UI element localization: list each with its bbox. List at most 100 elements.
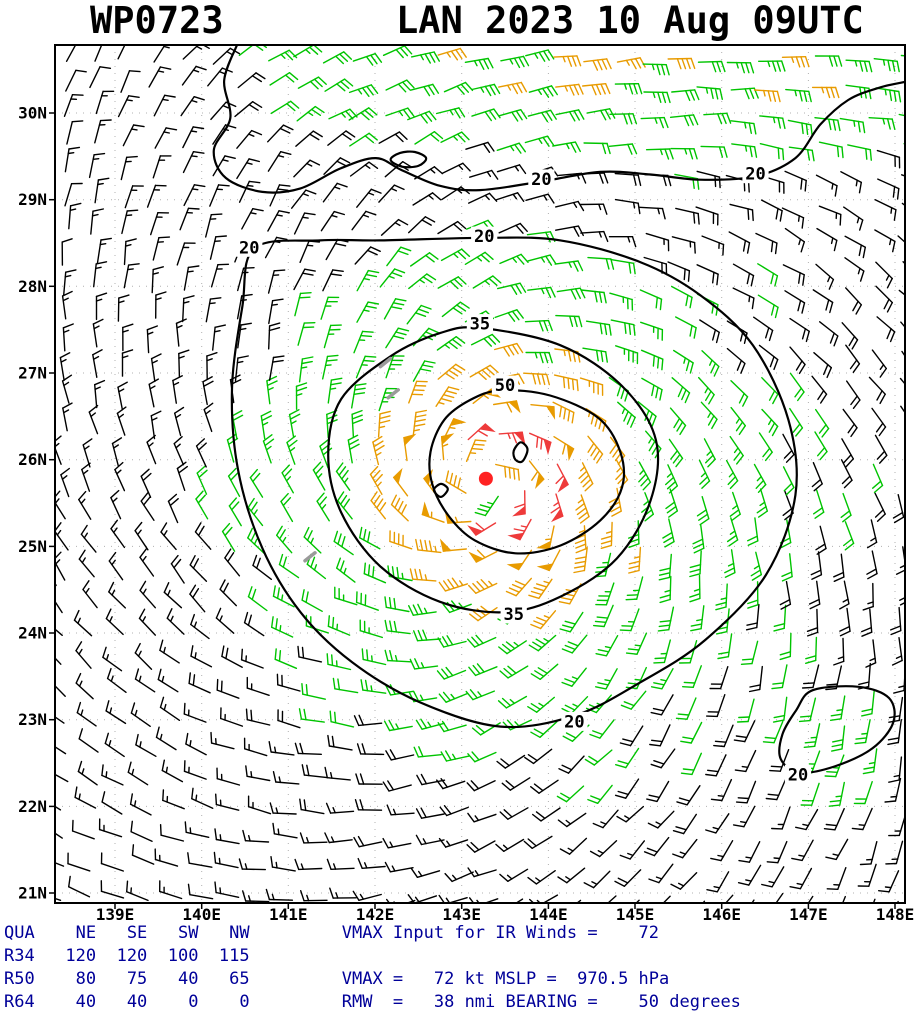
wind-barb bbox=[497, 695, 528, 709]
wind-barb bbox=[123, 238, 137, 266]
wind-barb bbox=[442, 417, 467, 441]
wind-barb bbox=[240, 648, 264, 669]
wind-barb bbox=[151, 266, 164, 294]
wind-barb bbox=[436, 778, 466, 790]
wind-barb bbox=[182, 151, 205, 174]
wind-barb bbox=[267, 269, 286, 294]
wind-barb bbox=[729, 203, 754, 222]
wind-barb bbox=[757, 294, 779, 319]
wind-barb bbox=[351, 383, 367, 409]
wind-barb bbox=[108, 551, 124, 581]
wind-barb bbox=[392, 467, 409, 497]
wind-barb bbox=[210, 731, 235, 750]
wind-barb bbox=[215, 607, 235, 634]
wind-barb bbox=[810, 551, 823, 580]
wind-barb bbox=[530, 610, 557, 630]
wind-barb bbox=[610, 258, 636, 275]
wind-barb bbox=[466, 780, 496, 792]
wind-barb bbox=[327, 377, 343, 404]
wind-barb bbox=[384, 649, 412, 663]
wind-barb bbox=[499, 868, 529, 882]
wind-barb bbox=[444, 871, 474, 883]
wind-barb bbox=[438, 837, 469, 848]
wind-barb bbox=[614, 172, 642, 187]
wind-barb bbox=[815, 408, 830, 438]
wind-barb bbox=[88, 404, 99, 435]
wind-barb bbox=[152, 155, 172, 179]
wind-barb bbox=[68, 875, 91, 898]
isotach-label: 20 bbox=[474, 227, 494, 247]
wind-barb bbox=[888, 813, 905, 837]
wind-barb bbox=[195, 490, 209, 520]
lon-tick-label: 139E bbox=[96, 905, 135, 924]
wind-barb bbox=[150, 353, 162, 383]
wind-barb bbox=[493, 400, 521, 414]
wind-barb bbox=[409, 658, 439, 670]
wind-barb bbox=[552, 141, 581, 153]
wind-barb bbox=[740, 640, 759, 665]
wind-barb bbox=[277, 709, 301, 729]
wind-barb bbox=[175, 318, 187, 347]
wind-barb bbox=[698, 459, 711, 489]
lat-tick-label: 28N bbox=[18, 277, 47, 296]
wind-barb bbox=[584, 749, 613, 766]
lon-tick-label: 141E bbox=[269, 905, 308, 924]
wind-barb bbox=[801, 664, 820, 689]
wind-barb bbox=[237, 72, 266, 89]
wind-barb bbox=[669, 114, 699, 127]
wind-barb bbox=[320, 210, 345, 232]
isotach-label: 20 bbox=[564, 712, 584, 732]
wind-barb bbox=[406, 304, 432, 325]
wind-barb bbox=[845, 287, 862, 315]
wind-barb bbox=[699, 319, 720, 344]
wind-barb bbox=[182, 126, 205, 149]
wind-barb bbox=[470, 333, 501, 347]
wind-barb bbox=[662, 895, 671, 903]
wind-barb bbox=[608, 143, 638, 155]
wind-barb bbox=[327, 615, 351, 636]
wind-barb bbox=[765, 777, 787, 801]
wind-barb bbox=[187, 852, 213, 868]
wind-barb bbox=[528, 634, 557, 652]
wind-barb bbox=[692, 524, 705, 554]
wind-barb bbox=[469, 605, 498, 622]
wind-barb bbox=[180, 96, 205, 117]
wind-barb bbox=[782, 433, 795, 463]
wind-barb bbox=[438, 577, 468, 592]
wind-barb bbox=[443, 81, 474, 95]
wind-barb bbox=[672, 813, 697, 835]
wind-barb bbox=[874, 492, 886, 522]
wind-barb bbox=[640, 349, 664, 371]
wind-barb bbox=[728, 231, 751, 254]
wind-barb bbox=[252, 554, 272, 580]
wind-barb bbox=[146, 434, 157, 465]
wind-barb bbox=[812, 289, 834, 314]
wind-barb bbox=[329, 710, 355, 728]
wind-barb bbox=[524, 319, 553, 332]
wind-barb bbox=[736, 698, 755, 723]
wind-barb bbox=[413, 746, 442, 758]
wind-barb bbox=[336, 557, 356, 583]
wind-barb bbox=[861, 690, 875, 717]
lat-tick-label: 26N bbox=[18, 450, 47, 469]
wind-barb bbox=[854, 719, 871, 745]
wind-barb bbox=[409, 568, 437, 582]
wind-barb bbox=[731, 143, 758, 158]
wind-barb bbox=[101, 764, 124, 786]
wind-barb bbox=[527, 870, 556, 885]
isotach-label: 20 bbox=[745, 165, 765, 185]
wind-barb bbox=[826, 867, 847, 890]
wind-barb bbox=[73, 609, 93, 637]
wind-barb bbox=[356, 301, 380, 323]
wind-barb bbox=[247, 795, 272, 815]
wind-barb bbox=[528, 460, 545, 489]
wind-barb bbox=[202, 376, 214, 406]
wind-barb bbox=[512, 490, 526, 517]
wind-barb bbox=[159, 639, 180, 664]
wind-barb bbox=[260, 410, 273, 440]
wind-barb bbox=[901, 350, 905, 358]
wind-barb bbox=[789, 372, 805, 402]
wind-barb bbox=[352, 890, 382, 901]
wind-barb bbox=[495, 192, 525, 202]
wind-barb bbox=[249, 468, 264, 498]
